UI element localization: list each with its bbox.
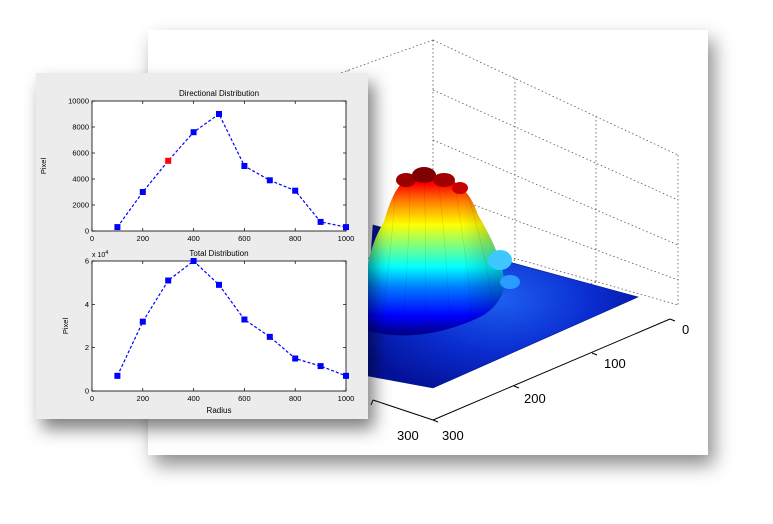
bot-xtick-label: 200	[137, 394, 150, 403]
surface-tick-a-0: 0	[682, 322, 689, 337]
top-data-point	[266, 177, 273, 184]
bot-xtick-label: 400	[187, 394, 200, 403]
total-exponent-base: x 10	[92, 252, 105, 259]
bot-ytick-label: 4	[85, 300, 89, 309]
top-ytick-label: 4000	[72, 175, 89, 184]
bot-xtick-label: 800	[289, 394, 302, 403]
top-data-point	[114, 224, 121, 231]
top-xtick-label: 0	[90, 234, 94, 243]
total-exponent-power: 4	[105, 250, 108, 256]
top-data-point	[317, 218, 324, 225]
top-xtick-label: 400	[187, 234, 200, 243]
directional-ylabel: Pixel	[39, 158, 48, 175]
top-ytick-label: 6000	[72, 149, 89, 158]
distribution-plots-window: Directional Distribution Pixel 0 200 400 60…	[36, 73, 368, 419]
top-data-point	[190, 129, 197, 136]
bot-ytick-label: 2	[85, 343, 89, 352]
bot-data-point	[266, 333, 273, 340]
surface-tick-b-300: 300	[397, 428, 419, 443]
total-series-line	[116, 260, 347, 377]
top-data-point	[139, 189, 146, 195]
top-data-point	[241, 163, 248, 169]
bot-data-point	[190, 258, 197, 264]
top-ytick-label: 2000	[72, 201, 89, 210]
bot-data-point	[165, 277, 172, 284]
surface-tick-a-200: 200	[524, 391, 546, 406]
top-data-point	[216, 111, 222, 117]
top-xtick-label: 200	[137, 234, 150, 243]
top-ytick-label: 8000	[72, 123, 89, 132]
distribution-plots-svg: Directional Distribution Pixel 0 200 400 60…	[39, 89, 354, 415]
directional-title: Directional Distribution	[179, 89, 259, 98]
bot-data-point	[114, 372, 121, 379]
bot-data-point	[317, 363, 324, 370]
total-xlabel: Radius	[207, 406, 232, 415]
bot-ytick-label: 0	[85, 387, 89, 396]
directional-axes-box	[91, 100, 347, 232]
bot-data-point	[292, 355, 299, 362]
bot-xtick-label: 0	[90, 394, 94, 403]
top-ytick-label: 0	[85, 227, 89, 236]
top-highlight-point	[165, 157, 172, 164]
surface-plot-svg: 0 100 200 300 300	[222, 39, 689, 443]
bot-xtick-label: 1000	[338, 394, 355, 403]
total-axes-box	[91, 260, 347, 392]
top-ytick-label: 10000	[68, 97, 89, 106]
bot-data-point	[241, 316, 248, 323]
top-data-point	[292, 187, 299, 194]
total-exponent-label: x 104	[92, 250, 108, 259]
bot-ytick-label: 6	[85, 257, 89, 266]
surface-tick-a-100: 100	[604, 356, 626, 371]
total-ylabel: Pixel	[61, 318, 70, 335]
bot-xtick-label: 600	[238, 394, 251, 403]
total-title: Total Distribution	[189, 249, 248, 258]
top-xtick-label: 1000	[338, 234, 355, 243]
top-xtick-label: 600	[238, 234, 251, 243]
bot-data-point	[139, 318, 146, 325]
bot-data-point	[343, 372, 349, 379]
surface-tick-a-300: 300	[442, 428, 464, 443]
bot-data-point	[216, 281, 222, 288]
top-data-point	[343, 224, 349, 231]
surface-peak	[364, 167, 520, 336]
surface-front-axes	[370, 318, 676, 423]
top-xtick-label: 800	[289, 234, 302, 243]
directional-plot: Directional Distribution Pixel 0 200 400 60…	[39, 89, 354, 243]
directional-series-line	[116, 113, 347, 228]
